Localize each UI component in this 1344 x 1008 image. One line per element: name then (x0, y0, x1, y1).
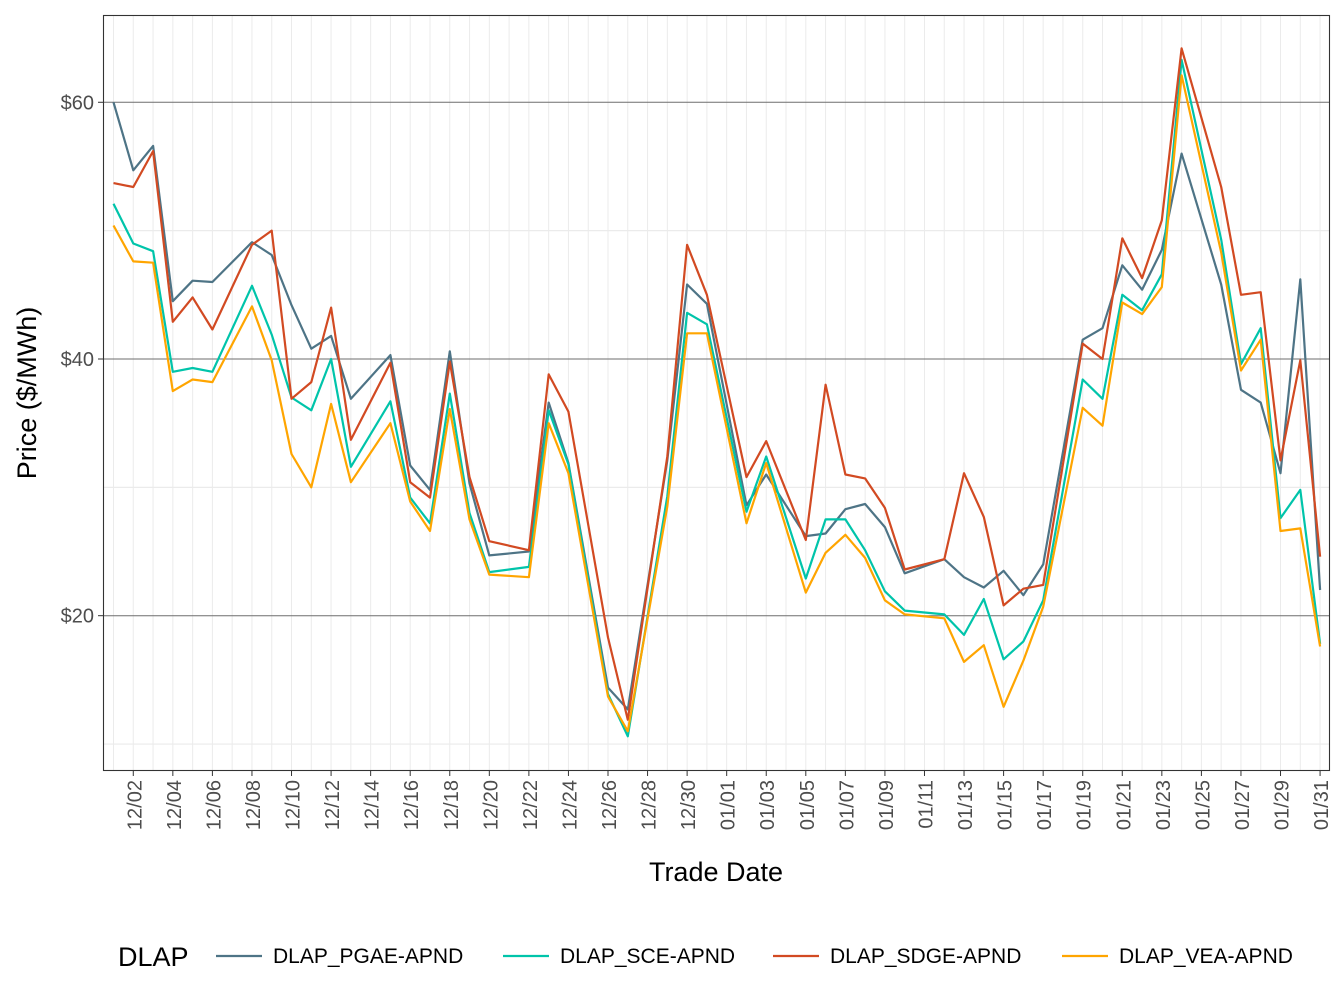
x-tick-label: 12/16 (401, 780, 423, 830)
x-tick-label: 12/06 (203, 780, 225, 830)
legend-label: DLAP_SDGE-APND (830, 945, 1021, 968)
x-tick-label: 01/23 (1153, 780, 1175, 830)
legend-label: DLAP_PGAE-APND (273, 945, 463, 968)
series-line-dlap_vea-apnd (112, 74, 1322, 733)
x-tick-label: 01/03 (757, 780, 779, 830)
x-tick-label: 01/31 (1311, 780, 1333, 830)
x-axis-title: Trade Date (649, 857, 783, 887)
x-tick-label: 12/02 (124, 780, 146, 830)
series-line-dlap_pgae-apnd (112, 101, 1322, 711)
x-tick-label: 12/24 (559, 780, 581, 830)
legend-label: DLAP_SCE-APND (560, 945, 735, 968)
x-tick-label: 01/09 (876, 780, 898, 830)
x-tick-label: 01/27 (1232, 780, 1254, 830)
x-tick-label: 12/28 (639, 780, 661, 830)
x-axis: 12/02 12/04 12/06 12/08 12/10 12/12 12/14 12/16… (124, 771, 1333, 830)
x-tick-label: 12/20 (480, 780, 502, 830)
x-tick-label: 01/19 (1074, 780, 1096, 830)
x-tick-label: 01/25 (1192, 780, 1214, 830)
x-tick-label: 12/10 (283, 780, 305, 830)
x-tick-label: 12/14 (362, 780, 384, 830)
y-tick-label: $40 (61, 349, 94, 371)
series-lines (112, 47, 1322, 738)
legend-title: DLAP (118, 942, 189, 972)
series-line-dlap_sce-apnd (112, 58, 1322, 738)
x-tick-label: 01/01 (718, 780, 740, 830)
x-tick-label: 12/30 (678, 780, 700, 830)
plot-panel-background (103, 15, 1330, 771)
x-tick-label: 01/17 (1034, 780, 1056, 830)
x-tick-label: 01/29 (1272, 780, 1294, 830)
legend-label: DLAP_VEA-APND (1119, 945, 1293, 968)
x-tick-label: 01/11 (915, 780, 937, 829)
y-axis: $20 $40 $60 (61, 92, 103, 628)
x-tick-label: 01/07 (836, 780, 858, 830)
legend: DLAP DLAP_PGAE-APND DLAP_SCE-APND DLAP_SDG… (118, 942, 1293, 972)
series-line-dlap_sdge-apnd (113, 47, 1322, 721)
x-tick-label: 01/15 (995, 780, 1017, 830)
x-tick-label: 01/05 (797, 780, 819, 830)
x-tick-label: 01/13 (955, 780, 977, 830)
y-tick-label: $60 (61, 92, 94, 114)
y-axis-title: Price ($/MWh) (12, 307, 42, 480)
x-tick-label: 12/04 (164, 780, 186, 830)
x-tick-label: 01/21 (1113, 780, 1135, 830)
x-tick-label: 12/08 (243, 780, 265, 830)
x-tick-label: 12/22 (520, 780, 542, 830)
plot-panel-border (102, 14, 1331, 772)
gridlines (103, 15, 1330, 771)
x-tick-label: 12/26 (599, 780, 621, 830)
x-tick-label: 12/18 (441, 780, 463, 830)
y-tick-label: $20 (61, 606, 94, 628)
x-tick-label: 12/12 (322, 780, 344, 830)
